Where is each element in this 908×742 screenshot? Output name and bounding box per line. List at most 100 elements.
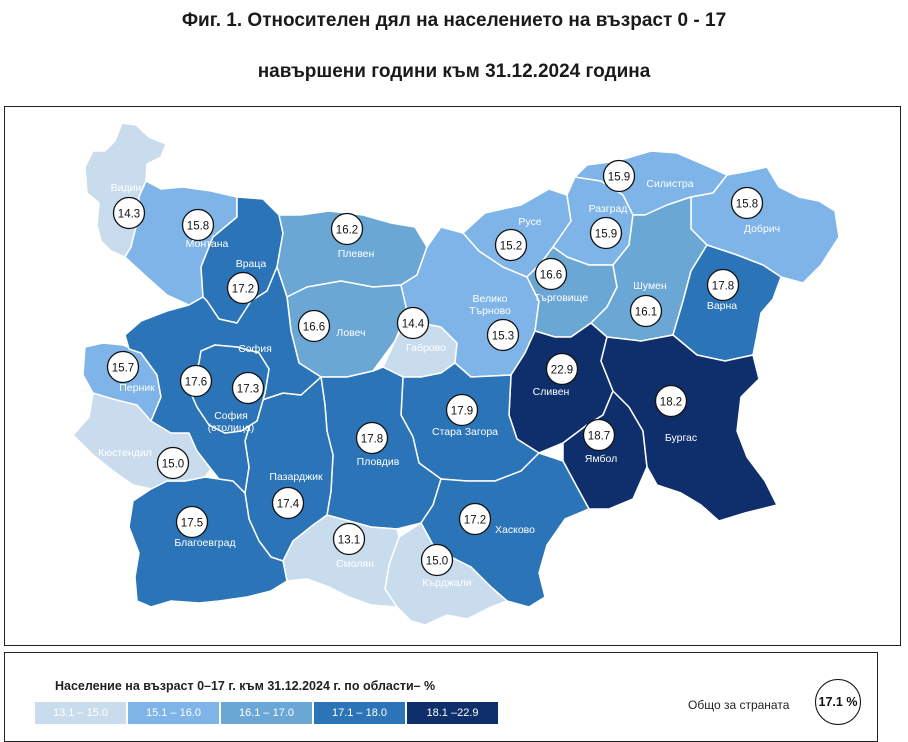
region-name-label: Велико xyxy=(472,293,507,305)
region-name-label: Смолян xyxy=(336,558,374,570)
value-circle xyxy=(332,522,366,556)
legend-swatch-1: 13.1 – 15.0 xyxy=(35,702,126,724)
region-name-label: Благоевград xyxy=(174,537,235,549)
region-value: 15.7 xyxy=(112,363,134,375)
region-value: 17.2 xyxy=(464,515,486,527)
region-value: 17.8 xyxy=(361,434,383,446)
region-name-label: (столица) xyxy=(208,422,254,434)
legend-swatches: 13.1 – 15.0 15.1 – 16.0 16.1 – 17.0 17.1… xyxy=(35,702,500,724)
region-name-label: Шумен xyxy=(633,280,667,292)
region-name-label: Кюстендил xyxy=(98,447,152,459)
value-circle xyxy=(730,186,764,220)
value-circle xyxy=(231,371,265,405)
region-name-label: Враца xyxy=(236,258,267,270)
region-value: 15.2 xyxy=(500,241,522,253)
region-value: 15.0 xyxy=(162,459,184,471)
legend-swatch-4: 17.1 – 18.0 xyxy=(314,702,405,724)
region-value: 15.8 xyxy=(736,199,758,211)
region-name-label: Плевен xyxy=(338,248,375,260)
value-circle xyxy=(706,268,740,302)
region-value: 15.0 xyxy=(426,556,448,568)
region-name-label: Добрич xyxy=(744,223,780,235)
region-value: 17.4 xyxy=(277,499,300,511)
value-circle xyxy=(156,446,190,480)
figure-title-line-2: навършени години към 31.12.2024 година xyxy=(257,61,651,82)
value-circle xyxy=(330,212,364,246)
region-value: 16.1 xyxy=(635,307,657,319)
region-name-label: Ямбол xyxy=(585,453,617,465)
value-circle xyxy=(602,159,636,193)
value-circle xyxy=(396,306,430,340)
value-circle xyxy=(654,384,688,418)
value-circle xyxy=(297,309,331,343)
legend-panel: Население на възраст 0–17 г. към 31.12.2… xyxy=(4,652,878,742)
region-value: 15.9 xyxy=(608,172,630,184)
value-circle xyxy=(629,294,663,328)
value-circle xyxy=(420,543,454,577)
value-circle xyxy=(458,502,492,536)
region-name-label: Силистра xyxy=(646,178,693,190)
region-value: 15.9 xyxy=(595,229,617,241)
value-circle xyxy=(112,196,146,230)
legend-swatch-5: 18.1 –22.9 xyxy=(407,702,498,724)
value-circle xyxy=(589,216,623,250)
region-value: 16.6 xyxy=(540,270,562,282)
country-total-label: Общо за страната xyxy=(688,698,790,712)
value-circle xyxy=(355,421,389,455)
legend-swatch-3: 16.1 – 17.0 xyxy=(221,702,312,724)
region-name-label: София xyxy=(238,343,272,355)
value-circle xyxy=(226,271,260,305)
value-circle xyxy=(582,418,616,452)
region-name-label: София xyxy=(214,410,248,422)
region-name-label: Русе xyxy=(518,216,541,228)
region-value: 16.6 xyxy=(303,322,325,334)
region-value: 17.3 xyxy=(237,384,259,396)
figure-title-line-1: Фиг. 1. Относителен дял на населението н… xyxy=(181,10,727,31)
region-value: 17.8 xyxy=(712,281,734,293)
value-circle xyxy=(271,486,305,520)
region-burgas[interactable] xyxy=(600,334,778,522)
value-circle xyxy=(494,228,528,262)
value-circle xyxy=(179,364,213,398)
bulgaria-map: 14.3 15.8 17.2 16.2 16.6 14.4 15.3 15.2 15.9 15.9… xyxy=(72,122,840,626)
region-value: 15.8 xyxy=(187,221,209,233)
region-value: 18.7 xyxy=(588,431,610,443)
value-circle xyxy=(106,350,140,384)
value-circle xyxy=(534,257,568,291)
region-name-label: Перник xyxy=(119,382,155,394)
region-blagoevgrad[interactable] xyxy=(128,476,288,608)
region-name-label: Пазарджик xyxy=(269,471,323,483)
legend-swatch-2: 15.1 – 16.0 xyxy=(128,702,219,724)
region-value: 18.2 xyxy=(660,397,682,409)
region-value: 17.5 xyxy=(181,518,203,530)
region-sofia-city[interactable] xyxy=(188,344,270,434)
region-value: 14.3 xyxy=(118,209,140,221)
region-name-label: Стара Загора xyxy=(432,426,498,438)
value-circle xyxy=(545,352,579,386)
region-value: 14.4 xyxy=(402,319,425,331)
region-name-label: Ловеч xyxy=(336,327,365,339)
region-name-label: Видин xyxy=(111,182,142,194)
country-total-value: 17.1 % xyxy=(815,679,861,725)
region-name-label: Търговище xyxy=(534,292,588,304)
region-labels: Видин Монтана Враца Плевен Ловеч Габрово Велик… xyxy=(98,178,780,589)
region-name-label: Кърджали xyxy=(422,577,471,589)
value-markers: 14.3 15.8 17.2 16.2 16.6 14.4 15.3 15.2 15.9 15.9… xyxy=(106,159,764,577)
region-name-label: Монтана xyxy=(186,238,229,250)
region-value: 22.9 xyxy=(551,365,573,377)
region-name-label: Търново xyxy=(469,305,511,317)
region-name-label: Хасково xyxy=(495,524,535,536)
region-varna[interactable] xyxy=(672,244,782,362)
value-circle xyxy=(175,505,209,539)
region-name-label: Варна xyxy=(707,300,737,312)
region-name-label: Пловдив xyxy=(357,456,400,468)
region-value: 17.6 xyxy=(185,377,207,389)
value-circle xyxy=(181,208,215,242)
region-name-label: Разград xyxy=(589,203,628,215)
region-value: 17.2 xyxy=(232,284,254,296)
region-name-label: Сливен xyxy=(533,386,570,398)
region-name-label: Бургас xyxy=(665,432,697,444)
map-frame: 14.3 15.8 17.2 16.2 16.6 14.4 15.3 15.2 15.9 15.9… xyxy=(4,106,901,646)
value-circle xyxy=(445,393,479,427)
region-value: 17.9 xyxy=(451,406,473,418)
